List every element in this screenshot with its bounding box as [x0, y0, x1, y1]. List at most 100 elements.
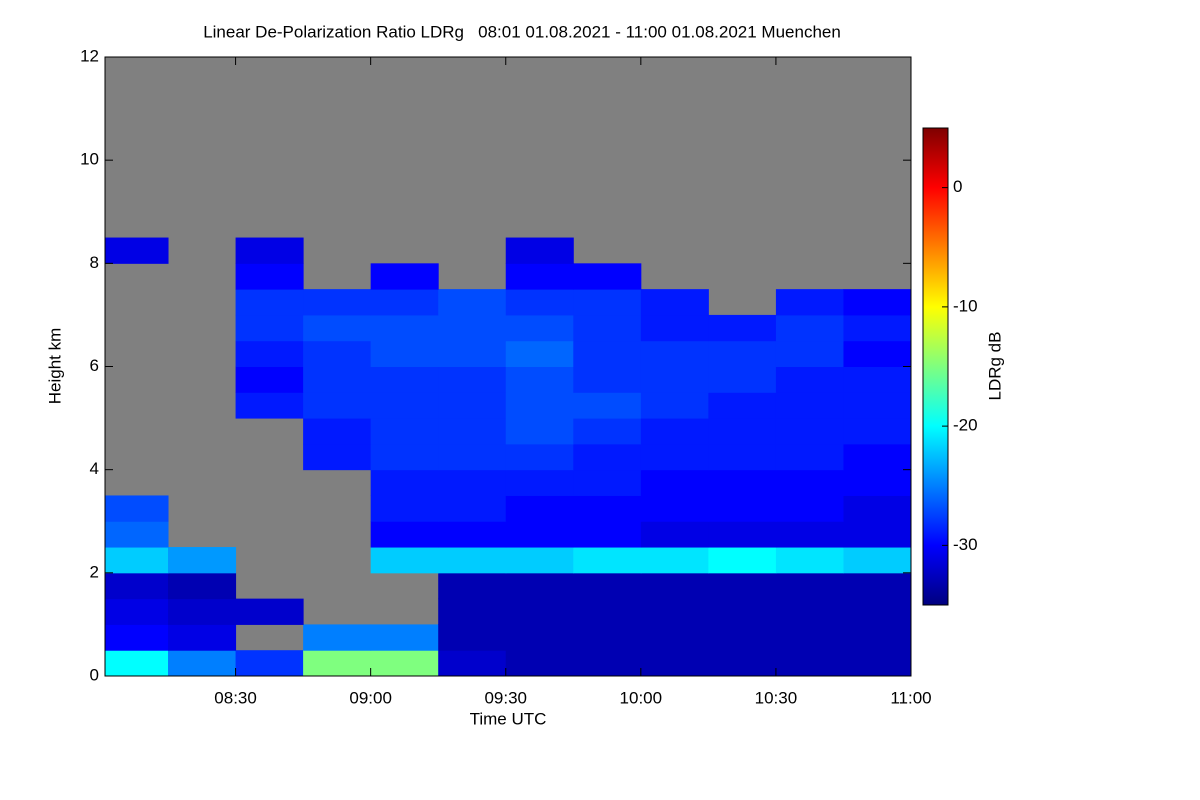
heatmap-cell	[505, 495, 574, 522]
x-tick-label: 10:30	[755, 688, 798, 707]
heatmap-cell	[438, 314, 507, 342]
heatmap-cell	[775, 650, 844, 677]
heatmap-cell	[640, 418, 709, 445]
heatmap-cell	[573, 263, 642, 290]
heatmap-cell	[573, 314, 642, 342]
heatmap-cell	[708, 495, 777, 522]
heatmap-cell	[168, 547, 237, 574]
colorbar-tick-label: -30	[953, 535, 978, 554]
y-tick-label: 12	[80, 46, 99, 65]
heatmap-cell	[843, 418, 912, 445]
heatmap-cell	[708, 366, 777, 393]
heatmap-cell	[505, 366, 574, 393]
heatmap-cell	[708, 418, 777, 445]
heatmap-cell	[775, 289, 844, 316]
heatmap-cell	[573, 572, 642, 600]
heatmap-cell	[505, 418, 574, 445]
heatmap-cell	[505, 443, 574, 471]
heatmap-cell	[438, 572, 507, 600]
heatmap-cell	[775, 469, 844, 496]
heatmap-cell	[640, 521, 709, 548]
y-tick-label: 10	[80, 150, 99, 169]
heatmap-cell	[573, 650, 642, 677]
heatmap-cell	[370, 495, 439, 522]
heatmap-cell	[708, 340, 777, 367]
heatmap-cell	[775, 624, 844, 651]
heatmap-cell	[843, 443, 912, 471]
heatmap-cell	[105, 572, 169, 600]
heatmap-cell	[505, 289, 574, 316]
heatmap-cell	[303, 650, 372, 677]
x-tick-label: 10:00	[620, 688, 663, 707]
heatmap-cell	[573, 495, 642, 522]
x-axis-label: Time UTC	[470, 709, 547, 728]
heatmap-cell	[235, 263, 304, 290]
heatmap-cell	[235, 392, 304, 419]
colorbar-label: LDRg dB	[985, 332, 1004, 401]
heatmap-cell	[105, 547, 169, 574]
heatmap-cell	[370, 650, 439, 677]
heatmap-cell	[370, 340, 439, 367]
heatmap-cell	[370, 366, 439, 393]
heatmap-cell	[843, 547, 912, 574]
heatmap-cell	[168, 598, 237, 625]
heatmap-cell	[303, 624, 372, 651]
heatmap-cell	[640, 547, 709, 574]
heatmap-cell	[573, 521, 642, 548]
heatmap-cell	[235, 650, 304, 677]
colorbar-tick-label: -10	[953, 296, 978, 315]
heatmap-cell	[303, 289, 372, 316]
heatmap-cell	[640, 572, 709, 600]
heatmap-cell	[640, 289, 709, 316]
heatmap-cell	[505, 624, 574, 651]
heatmap-cell	[775, 418, 844, 445]
chart-title: Linear De-Polarization Ratio LDRg 08:01 …	[203, 22, 841, 41]
heatmap-cell	[505, 314, 574, 342]
heatmap-cell	[843, 650, 912, 677]
heatmap-cell	[640, 443, 709, 471]
heatmap-cell	[775, 495, 844, 522]
heatmap-cell	[303, 314, 372, 342]
heatmap-cell	[438, 340, 507, 367]
heatmap-cell	[438, 443, 507, 471]
heatmap-cell	[505, 598, 574, 625]
heatmap-cell	[105, 624, 169, 651]
heatmap-cell	[438, 392, 507, 419]
heatmap-cell	[505, 547, 574, 574]
heatmap-cell	[640, 340, 709, 367]
heatmap-cell	[775, 572, 844, 600]
y-tick-label: 0	[90, 665, 99, 684]
heatmap-cell	[505, 469, 574, 496]
heatmap-cell	[438, 624, 507, 651]
heatmap-cell	[370, 547, 439, 574]
heatmap-cell	[105, 495, 169, 522]
heatmap-cell	[505, 392, 574, 419]
heatmap-cell	[370, 624, 439, 651]
x-tick-label: 08:30	[214, 688, 257, 707]
x-tick-label: 09:00	[349, 688, 392, 707]
heatmap-cell	[843, 495, 912, 522]
y-tick-label: 4	[90, 459, 99, 478]
heatmap-cell	[708, 650, 777, 677]
heatmap-cell	[505, 521, 574, 548]
heatmap-cell	[438, 366, 507, 393]
colorbar-tick-label: 0	[953, 177, 962, 196]
heatmap-cell	[640, 469, 709, 496]
heatmap-cell	[303, 340, 372, 367]
heatmap-cell	[370, 469, 439, 496]
colorbar	[922, 127, 949, 606]
heatmap-cell	[505, 263, 574, 290]
heatmap-cell	[640, 624, 709, 651]
heatmap-cell	[708, 547, 777, 574]
heatmap-cell	[708, 314, 777, 342]
heatmap-cell	[640, 495, 709, 522]
heatmap-cell	[775, 340, 844, 367]
heatmap-cell	[438, 495, 507, 522]
heatmap-cell	[843, 624, 912, 651]
heatmap-cell	[438, 547, 507, 574]
heatmap-cell	[708, 598, 777, 625]
heatmap-cell	[105, 521, 169, 548]
heatmap-cell	[303, 443, 372, 471]
heatmap-cell	[843, 598, 912, 625]
